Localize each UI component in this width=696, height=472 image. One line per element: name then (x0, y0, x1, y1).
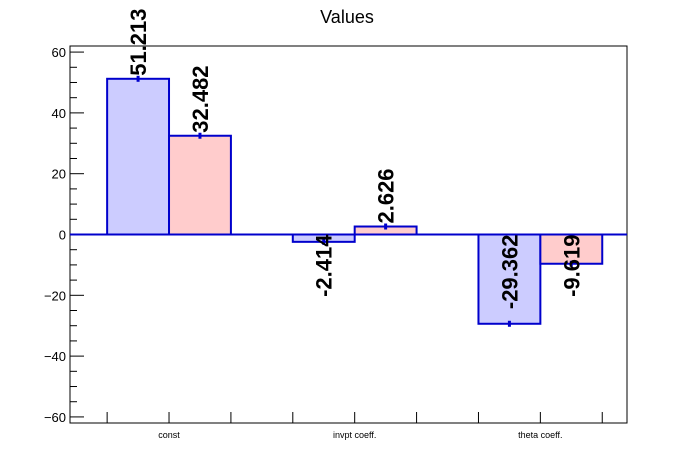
bars (70, 75, 627, 327)
y-tick-label: 20 (52, 167, 66, 182)
data-label: 32.482 (188, 65, 213, 132)
x-tick-label: invpt coeff. (333, 430, 376, 440)
y-tick-label: −40 (44, 349, 66, 364)
data-labels: 51.213 -2.414 -29.362 32.482 2.626 -9.619 (126, 8, 584, 309)
y-axis: −60 −40 −20 0 20 40 60 (44, 45, 84, 425)
y-tick-label: 40 (52, 106, 66, 121)
bar (539, 233, 604, 265)
bar (168, 134, 232, 236)
data-label: -2.414 (312, 234, 337, 297)
data-label: 51.213 (126, 8, 151, 75)
chart-title: Values (320, 7, 374, 27)
x-tick-label: theta coeff. (518, 430, 562, 440)
y-tick-label: −20 (44, 288, 66, 303)
data-label: -9.619 (559, 235, 584, 297)
y-tick-label: 0 (59, 228, 66, 243)
x-tick-label: const (158, 430, 180, 440)
data-label: 2.626 (374, 168, 399, 223)
y-tick-label: 60 (52, 45, 66, 60)
y-tick-label: −60 (44, 410, 66, 425)
bar (106, 77, 171, 236)
x-axis: const invpt coeff. theta coeff. (106, 412, 603, 440)
data-label: -29.362 (497, 235, 522, 310)
